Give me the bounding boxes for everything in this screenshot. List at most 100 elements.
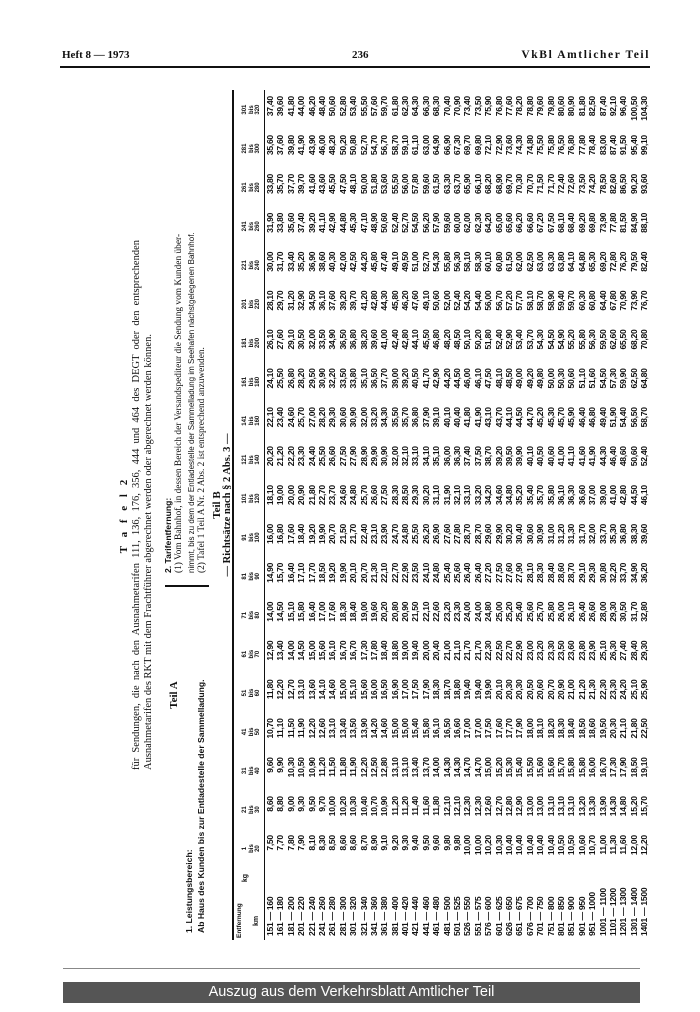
distance-range: 801 — 850 (555, 896, 566, 936)
table-row: 551 — 575 10,00 12,30 14,70 17,00 19,40 21,70 2… (473, 90, 483, 940)
rate-cell: 15,80 (420, 718, 431, 739)
rate-cell: 9,90 (275, 757, 286, 773)
rate-cell: 81,80 (576, 96, 587, 117)
rate-cell: 58,70 (389, 135, 400, 156)
rate-cell: 78,80 (524, 96, 535, 117)
header-label-cell: Entfernung kg km (234, 868, 264, 940)
rate-cell: 18,40 (379, 640, 390, 661)
rate-cell: 20,20 (265, 446, 275, 467)
rate-cell: 39,60 (639, 523, 650, 544)
rate-cell: 17,90 (514, 718, 525, 739)
rate-cell: 84,90 (628, 212, 639, 233)
distance-range: 301 — 320 (348, 896, 359, 936)
rate-cell: 30,80 (597, 562, 608, 583)
rate-cell: 47,50 (337, 173, 348, 194)
rate-cell: 62,30 (472, 212, 483, 233)
rate-cell: 13,10 (545, 796, 556, 817)
rate-cell: 11,60 (420, 796, 431, 816)
rate-cell: 28,30 (535, 562, 546, 583)
rate-cell: 20,30 (503, 679, 514, 700)
rate-cell: 66,60 (524, 212, 535, 233)
rate-cell: 44,10 (503, 407, 514, 428)
rate-cell: 39,70 (296, 173, 307, 194)
rate-cell: 46,40 (576, 407, 587, 428)
rate-cell: 24,60 (337, 485, 348, 506)
column-header-to: 120 (255, 493, 262, 504)
rate-cell: 26,60 (368, 485, 379, 506)
rate-cell: 48,90 (368, 212, 379, 233)
rate-cell: 48,50 (452, 329, 463, 350)
rate-cell: 54,70 (368, 135, 379, 156)
rate-cell: 46,00 (462, 368, 473, 389)
rate-cell: 38,70 (483, 446, 494, 467)
distance-range: 221 — 240 (306, 896, 317, 936)
rate-cell: 14,30 (607, 796, 618, 817)
table-row: 261 — 280 8,50 10,00 11,50 13,10 14,60 16,10 17… (327, 90, 337, 940)
rate-cell: 19,50 (597, 718, 608, 739)
rate-cell: 27,50 (493, 562, 504, 583)
rate-cell: 21,80 (306, 485, 317, 506)
rate-cell: 73,40 (462, 96, 473, 117)
table-row: 676 — 700 10,40 13,00 15,50 18,00 20,50 23,00 2… (525, 90, 535, 940)
rate-cell: 61,80 (389, 96, 400, 117)
rate-cell: 33,80 (348, 368, 359, 389)
rate-cell: 63,00 (535, 251, 546, 272)
rate-cell: 42,40 (389, 329, 400, 350)
rate-cell: 7,70 (275, 835, 286, 851)
rate-cell: 32,90 (296, 290, 307, 311)
rate-cell: 55,50 (358, 96, 369, 117)
rate-cell: 28,40 (545, 562, 556, 583)
rate-cell: 30,00 (265, 251, 275, 272)
rate-cell: 71,70 (545, 173, 556, 194)
column-header-bis: bis (248, 377, 255, 387)
column-header-bis: bis (248, 844, 255, 853)
table-row: 651 — 675 10,40 12,90 15,40 17,90 20,30 22,90 2… (514, 90, 524, 940)
rate-cell: 72,80 (607, 251, 618, 272)
rate-cell: 20,80 (389, 601, 400, 622)
rate-cell: 55,50 (389, 173, 400, 194)
rate-cell: 44,50 (452, 368, 463, 389)
rate-cell: 46,20 (400, 290, 411, 311)
rate-cell: 26,10 (566, 601, 577, 622)
rate-cell: 66,90 (441, 135, 452, 156)
rate-cell: 19,20 (306, 523, 317, 544)
rate-cell: 68,30 (431, 96, 442, 117)
distance-range: 701 — 750 (535, 896, 546, 936)
rate-cell: 34,20 (483, 485, 494, 506)
rate-cell: 22,10 (265, 407, 275, 428)
rate-cell: 46,20 (306, 96, 317, 117)
table-header-row: Entfernung kg km 1 bis 20 21 bis 30 31 bis 40 41 b… (234, 90, 265, 940)
rate-cell: 47,50 (483, 368, 494, 389)
rate-cell: 19,10 (639, 757, 650, 778)
rate-cell: 17,30 (607, 757, 618, 778)
rate-cell: 23,30 (607, 679, 618, 700)
rate-cell: 43,90 (306, 135, 317, 156)
rate-cell: 48,10 (493, 368, 504, 389)
rate-cell: 59,60 (420, 173, 431, 194)
rate-cell: 56,70 (493, 290, 504, 311)
rate-cell: 11,60 (618, 835, 629, 855)
rate-cell: 65,50 (618, 329, 629, 350)
rate-cell: 23,30 (296, 446, 307, 467)
rate-cell: 45,20 (535, 407, 546, 428)
distance-range: 1301 — 1400 (628, 887, 639, 936)
column-header-bis: bis (248, 299, 255, 309)
distance-range: 421 — 440 (410, 896, 421, 936)
column-header-bis: bis (248, 260, 255, 270)
rate-cell: 67,50 (545, 212, 556, 233)
rate-cell: 10,90 (306, 757, 317, 778)
rate-cell: 30,90 (379, 446, 390, 467)
column-header-to: 60 (255, 689, 262, 697)
rate-cell: 49,10 (389, 251, 400, 272)
rate-cell: 40,50 (410, 368, 421, 389)
section-1-text: Ab Haus des Kunden bis zur Entladestelle… (196, 679, 206, 933)
rate-cell: 36,10 (316, 290, 327, 311)
rate-cell: 23,50 (555, 640, 566, 661)
rate-cell: 31,70 (628, 601, 639, 622)
rate-cell: 36,30 (566, 485, 577, 506)
rate-cell: 51,60 (587, 368, 598, 389)
rate-cell: 9,20 (389, 835, 400, 851)
rate-table: Entfernung kg km 1 bis 20 21 bis 30 31 bis 40 41 b… (232, 90, 650, 940)
rate-cell: 73,90 (628, 290, 639, 311)
table-row: 241 — 260 8,30 9,70 11,20 12,60 14,10 15,60 17,… (317, 90, 327, 940)
